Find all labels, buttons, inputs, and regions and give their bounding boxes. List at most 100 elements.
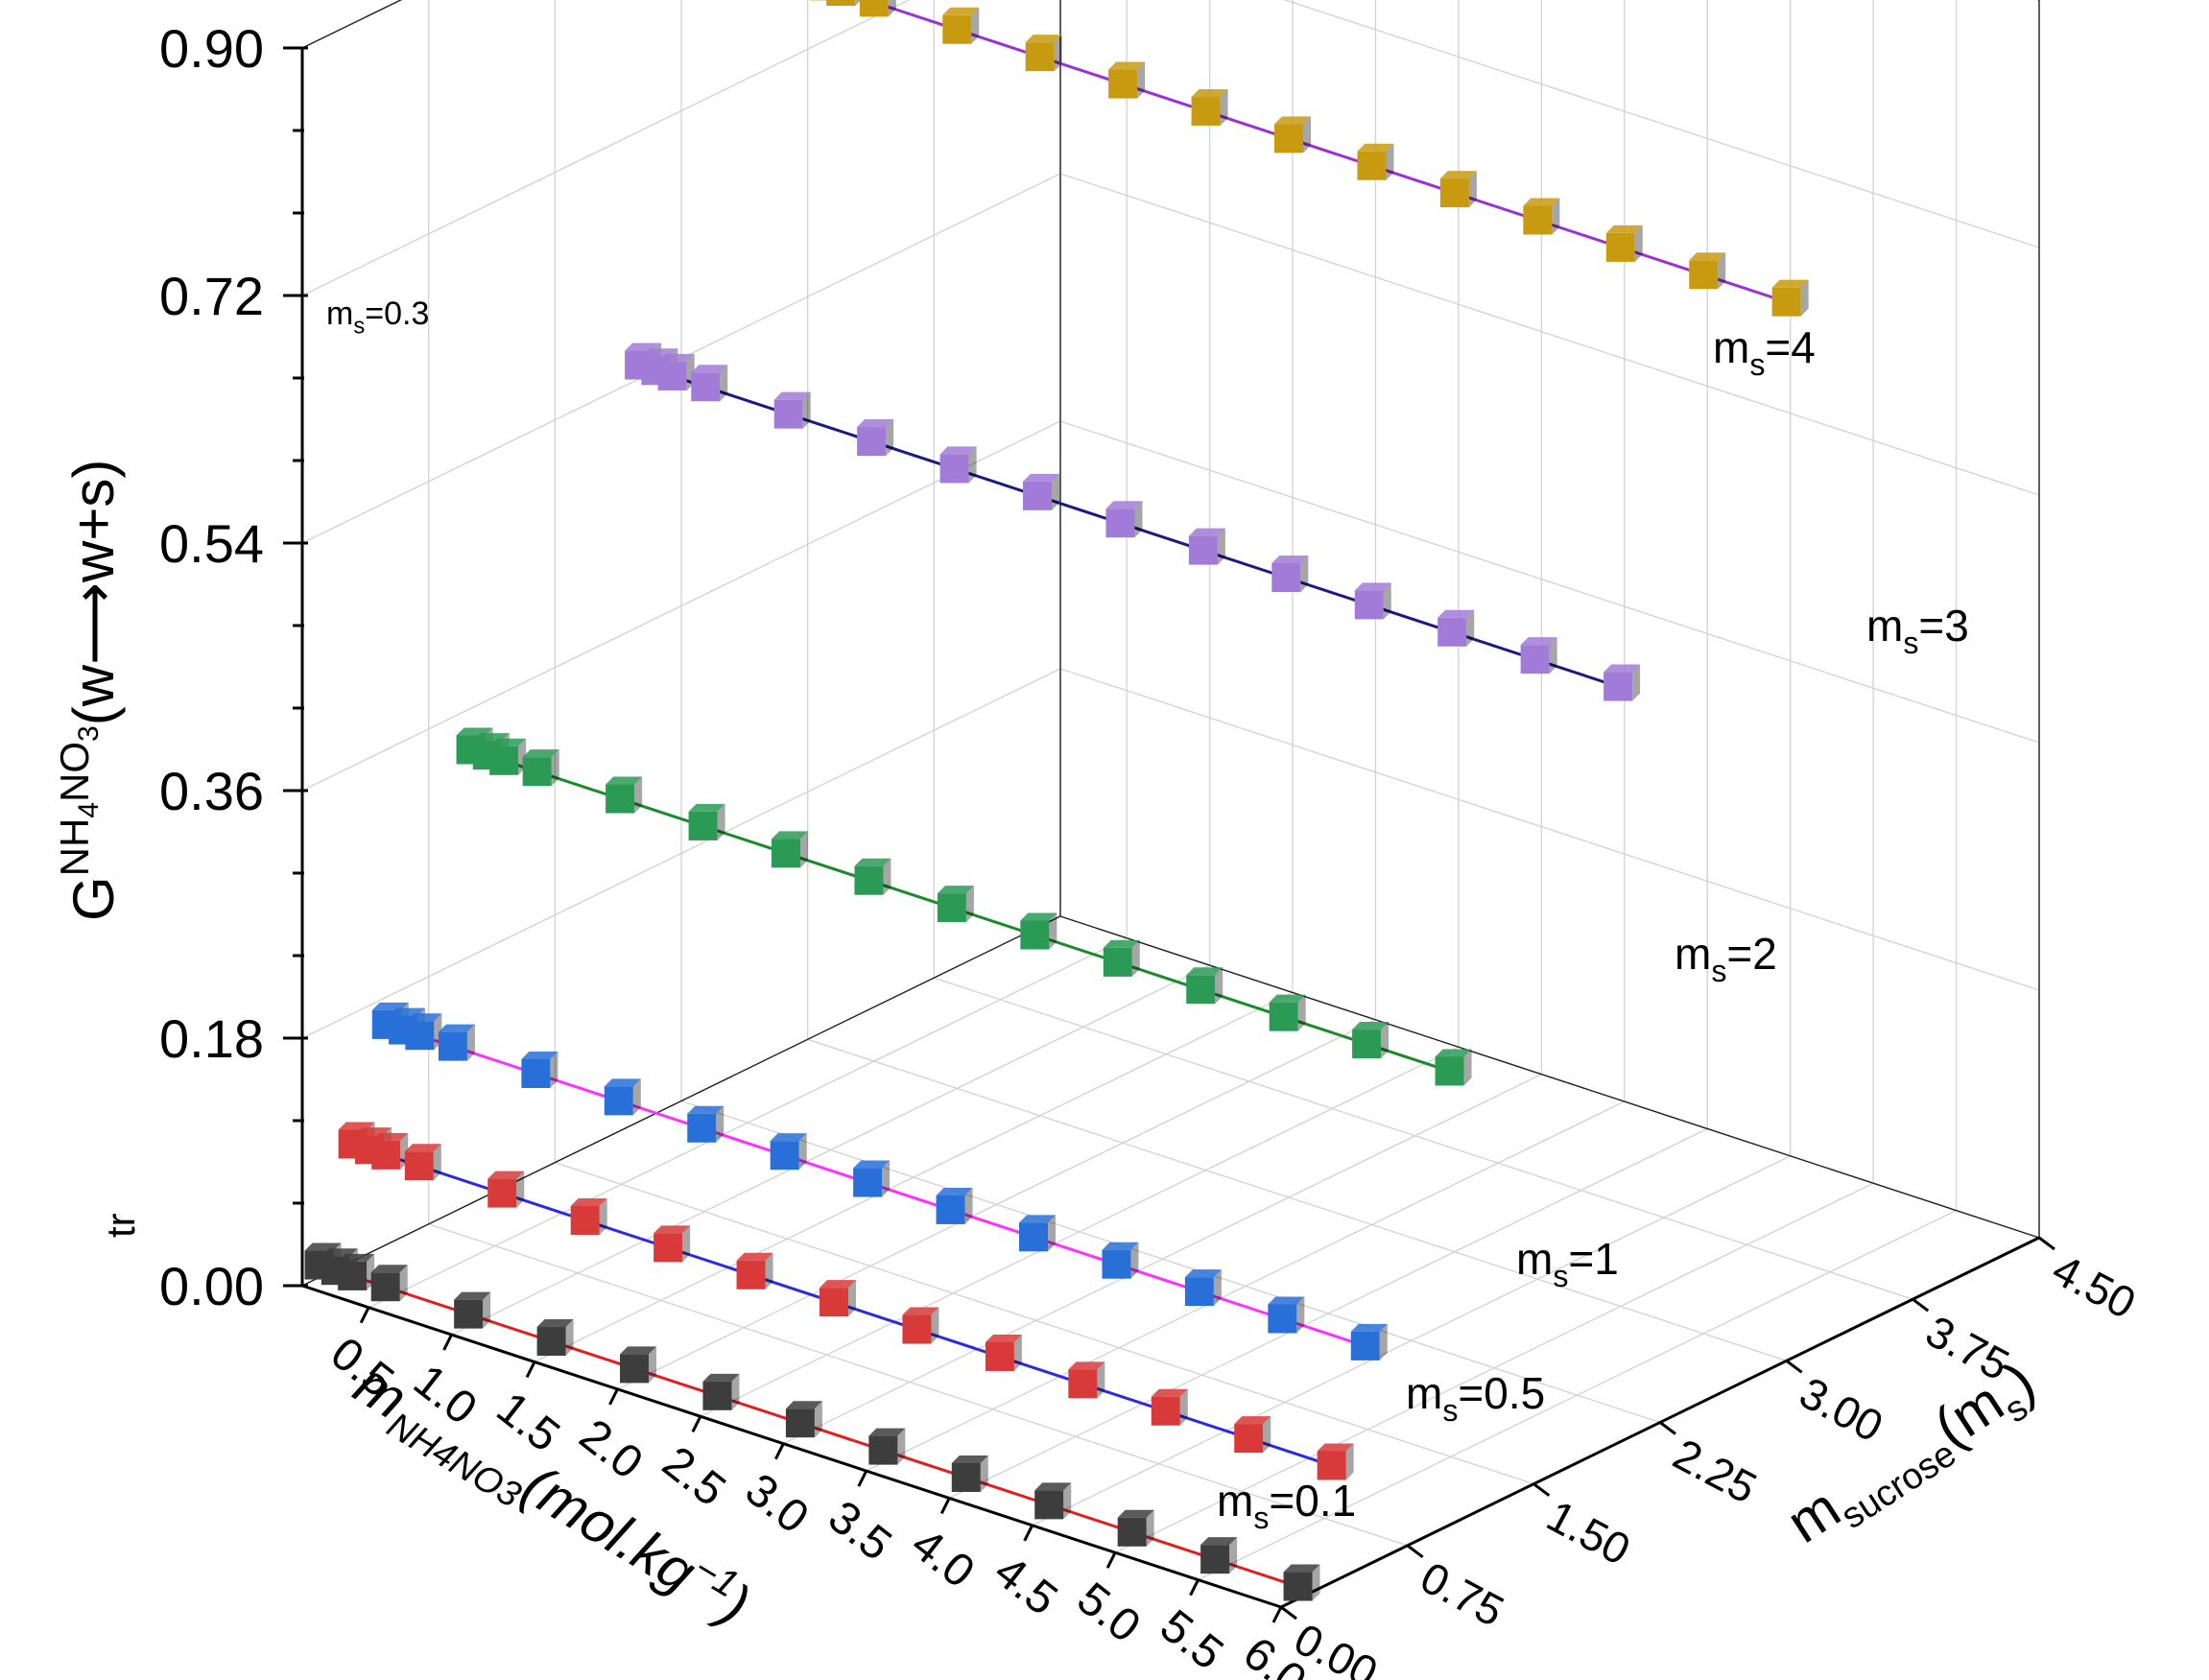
y-tick-label: 4.50 — [2045, 1244, 2144, 1329]
data-point-front — [1025, 42, 1055, 72]
data-point — [1352, 1022, 1390, 1059]
series-annotation-sub: s — [1711, 954, 1726, 988]
back-wall-grid-line — [1059, 420, 2040, 744]
data-point-side — [1379, 1323, 1388, 1361]
back-wall-grid-line — [1059, 668, 2040, 991]
box-edge — [1059, 915, 2040, 1239]
data-point — [454, 1291, 491, 1329]
data-point — [951, 1455, 988, 1492]
x-tick — [1189, 1578, 1200, 1597]
data-point-side — [1130, 1242, 1139, 1279]
x-tick-label: 1.5 — [487, 1383, 569, 1462]
data-point-top — [1020, 912, 1057, 921]
data-point — [653, 1225, 691, 1263]
data-point-side — [551, 749, 559, 787]
data-point — [902, 1307, 939, 1344]
series-annotation: ms=0.3 — [326, 296, 429, 340]
data-point-top — [522, 749, 559, 758]
left-wall-grid-line — [301, 0, 911, 296]
z-title-sup-sub: 3 — [73, 725, 105, 742]
data-point-front — [1188, 535, 1218, 565]
data-point-front — [657, 361, 687, 390]
data-point — [1520, 637, 1557, 674]
data-point-top — [1019, 1215, 1057, 1223]
x-tick-label: 5.0 — [1068, 1574, 1150, 1653]
data-point — [936, 1187, 973, 1224]
data-point-top — [405, 1013, 442, 1022]
data-point-top — [1117, 1509, 1154, 1518]
series-annotation-post: =2 — [1726, 929, 1776, 979]
data-point-side — [965, 886, 974, 923]
data-point — [1108, 61, 1146, 99]
data-point-front — [620, 1354, 650, 1384]
data-point — [1317, 1443, 1354, 1480]
y-tick — [1532, 1482, 1551, 1497]
data-point — [1771, 279, 1809, 317]
series-2 — [371, 1002, 1388, 1361]
data-point-front — [1269, 1002, 1298, 1031]
data-point-front — [868, 1435, 898, 1465]
data-point-top — [438, 1024, 475, 1032]
data-point — [536, 1319, 574, 1357]
z-tick-label: 0.00 — [159, 1256, 264, 1316]
data-point-side — [1300, 555, 1309, 592]
x-tick — [608, 1388, 619, 1406]
data-point-top — [770, 1133, 807, 1142]
data-point-front — [936, 1195, 965, 1224]
data-point-front — [902, 1314, 932, 1344]
data-point-side — [1297, 994, 1306, 1031]
data-point-side — [1052, 473, 1060, 510]
z-title-tail: (w⟶w+s) — [61, 460, 126, 726]
data-point — [687, 1105, 724, 1143]
data-point-top — [1274, 116, 1312, 125]
data-point-front — [857, 427, 887, 457]
data-point-side — [632, 1078, 641, 1116]
series-annotation-post: =1 — [1568, 1234, 1618, 1284]
data-point-top — [536, 1319, 574, 1328]
data-point-top — [487, 1171, 525, 1179]
y-tick-label: 1.50 — [1539, 1490, 1638, 1574]
data-point — [1234, 1416, 1271, 1454]
data-point-front — [1191, 96, 1221, 126]
data-point-side — [765, 1252, 773, 1290]
x-tick — [1105, 1551, 1117, 1569]
z-axis-title: GNH4NO3(w⟶w+s) — [52, 460, 126, 921]
data-point-side — [888, 0, 896, 17]
data-point-top — [1103, 939, 1140, 948]
data-point-top — [521, 1051, 558, 1059]
z-title-sub: tr — [98, 1213, 143, 1238]
data-point-top — [688, 803, 725, 812]
series-annotation-sub: s — [1749, 347, 1765, 382]
data-point-top — [853, 1160, 891, 1169]
floor-grid-line — [428, 1223, 1408, 1547]
data-point-side — [516, 1171, 525, 1208]
data-point — [606, 776, 643, 814]
z-tick-label: 0.72 — [159, 266, 264, 326]
data-point-side — [1048, 1215, 1057, 1252]
data-point-side — [802, 391, 811, 429]
series-annotation-post: =3 — [1918, 601, 1968, 651]
data-point-side — [716, 1105, 724, 1143]
series-annotation-post: =0.1 — [1269, 1476, 1356, 1526]
series-annotation-post: =0.3 — [365, 296, 429, 332]
data-point-top — [736, 1252, 773, 1261]
x-tick-label: 5.5 — [1151, 1600, 1232, 1680]
x-tick — [442, 1334, 453, 1351]
data-point-front — [937, 893, 966, 923]
data-point-front — [1200, 1545, 1230, 1574]
data-point-front — [785, 1408, 815, 1438]
series-annotation-main: m — [1675, 929, 1711, 979]
data-point — [1019, 1215, 1057, 1252]
data-point-front — [1689, 260, 1719, 290]
back-wall-grid-line — [1059, 173, 2040, 496]
data-point — [853, 1160, 891, 1197]
data-point-top — [653, 1225, 691, 1234]
data-point — [404, 1144, 441, 1181]
series-annotation-main: m — [1217, 1476, 1253, 1526]
data-point-front — [826, 0, 856, 7]
series-annotation-post: =4 — [1765, 322, 1815, 372]
data-point-front — [1151, 1396, 1180, 1426]
series-annotation: ms=2 — [1675, 929, 1777, 988]
data-point-top — [951, 1455, 988, 1463]
data-point-front — [859, 0, 889, 17]
